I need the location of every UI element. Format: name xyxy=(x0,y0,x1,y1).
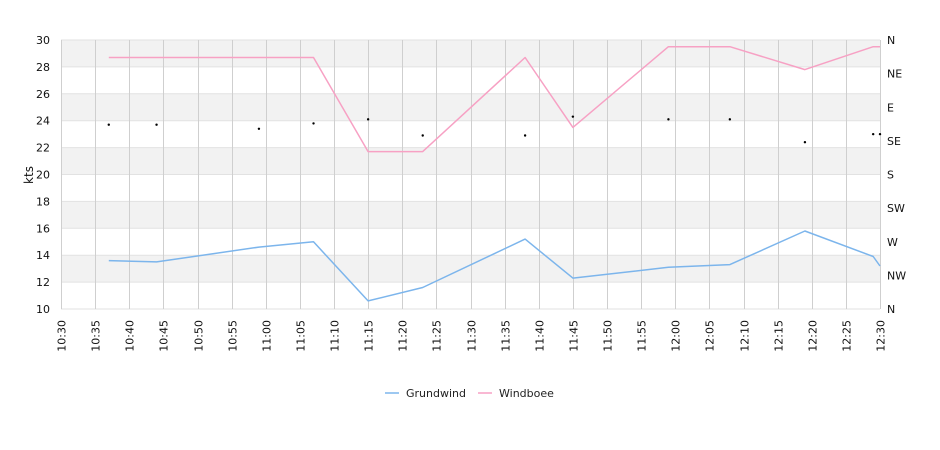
x-tick-label: 11:55 xyxy=(636,320,649,352)
x-tick-label: 11:10 xyxy=(329,320,342,352)
y-tick-label: 14 xyxy=(36,249,50,262)
direction-tick-label: N xyxy=(887,34,895,47)
direction-tick-label: SE xyxy=(887,135,901,148)
direction-tick-label: S xyxy=(887,169,894,182)
x-tick-label: 12:30 xyxy=(875,320,888,352)
x-tick-label: 11:20 xyxy=(397,320,410,352)
x-tick-label: 11:15 xyxy=(363,320,376,352)
y-tick-label: 30 xyxy=(36,34,50,47)
direction-marker xyxy=(728,118,732,121)
y-tick-label: 24 xyxy=(36,115,50,128)
direction-marker xyxy=(667,118,670,121)
direction-marker xyxy=(571,115,575,118)
direction-markers xyxy=(107,115,882,144)
x-tick-label: 11:35 xyxy=(500,320,513,352)
direction-tick-label: N xyxy=(887,303,895,316)
direction-tick-label: SW xyxy=(887,202,905,215)
legend: Grundwind Windboee xyxy=(385,387,554,400)
direction-tick-label: NW xyxy=(887,269,906,282)
x-tick-label: 11:00 xyxy=(261,320,274,352)
x-tick-label: 11:40 xyxy=(534,320,547,352)
direction-marker xyxy=(421,134,424,137)
plot-band xyxy=(61,174,880,202)
y-tick-label: 10 xyxy=(36,303,50,316)
direction-tick-labels: N NW W SW S SE E NE N xyxy=(887,34,906,316)
x-tick-label: 12:05 xyxy=(704,320,717,352)
y-tick-label: 16 xyxy=(36,222,50,235)
y-tick-label: 28 xyxy=(36,61,50,74)
x-tick-labels: 10:30 10:35 10:40 10:45 10:50 10:55 11:00 11:05… xyxy=(56,320,888,352)
direction-marker xyxy=(523,134,527,137)
direction-marker xyxy=(803,141,807,144)
x-tick-label: 11:30 xyxy=(466,320,479,352)
plot-band xyxy=(61,228,880,256)
plot-band xyxy=(61,40,880,67)
x-tick-label: 11:45 xyxy=(568,320,581,352)
direction-marker xyxy=(107,123,110,126)
x-tick-label: 11:05 xyxy=(295,320,308,352)
x-tick-label: 10:55 xyxy=(227,320,240,352)
x-tick-label: 10:45 xyxy=(158,320,171,352)
direction-marker xyxy=(871,132,875,136)
x-tick-label: 10:35 xyxy=(90,320,103,352)
y-tick-label: 18 xyxy=(36,195,50,208)
series-lines xyxy=(108,45,881,302)
plot-bands xyxy=(61,39,880,310)
y-tick-label: 20 xyxy=(36,169,50,182)
plot-band xyxy=(61,282,880,309)
direction-tick-label: NE xyxy=(887,68,902,81)
y-axis-label: kts xyxy=(22,166,36,184)
y-tick-label: 12 xyxy=(36,276,50,289)
x-tick-label: 12:20 xyxy=(807,320,820,352)
x-tick-label: 12:00 xyxy=(670,320,683,352)
series-line-windboee xyxy=(108,45,880,153)
plot-band xyxy=(61,66,880,94)
x-tick-label: 10:30 xyxy=(56,320,69,352)
legend-label-windboee: Windboee xyxy=(499,387,554,400)
series-line-grundwind xyxy=(108,230,881,302)
x-tick-label: 11:50 xyxy=(602,320,615,352)
direction-marker xyxy=(878,132,882,136)
plot-band xyxy=(61,255,880,283)
direction-tick-label: E xyxy=(887,101,894,114)
x-tick-label: 10:40 xyxy=(124,320,137,352)
x-tick-label: 12:25 xyxy=(841,320,854,352)
x-tick-label: 12:15 xyxy=(773,320,786,352)
x-tick-label: 11:25 xyxy=(431,320,444,352)
legend-label-grundwind: Grundwind xyxy=(406,387,466,400)
plot-band xyxy=(61,147,880,175)
y-tick-label: 26 xyxy=(36,88,50,101)
y-tick-labels: 10 12 14 16 18 20 22 24 26 28 30 xyxy=(36,34,50,316)
plot-band xyxy=(61,201,880,229)
direction-marker xyxy=(312,122,315,125)
direction-marker xyxy=(155,123,158,126)
y-tick-label: 22 xyxy=(36,142,50,155)
x-tick-label: 12:10 xyxy=(739,320,752,352)
plot-band xyxy=(61,120,880,148)
direction-marker xyxy=(366,118,370,121)
x-tick-label: 10:50 xyxy=(193,320,206,352)
direction-marker xyxy=(257,127,261,130)
direction-tick-label: W xyxy=(887,236,898,249)
